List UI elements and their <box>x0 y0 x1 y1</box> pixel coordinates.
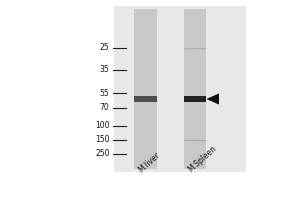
Text: 25: 25 <box>100 44 110 52</box>
Bar <box>134 9 157 169</box>
Bar <box>114 6 246 172</box>
Text: 35: 35 <box>100 66 110 74</box>
Text: 70: 70 <box>100 104 110 112</box>
Bar <box>134 96 157 102</box>
Bar <box>184 96 206 102</box>
Text: M.liver: M.liver <box>136 150 162 174</box>
Text: 100: 100 <box>95 121 109 130</box>
Polygon shape <box>206 93 219 105</box>
Text: M.Spleen: M.Spleen <box>186 144 218 174</box>
Text: 250: 250 <box>95 150 109 158</box>
Text: 55: 55 <box>100 88 110 98</box>
Bar <box>184 9 206 169</box>
Text: 150: 150 <box>95 136 109 144</box>
